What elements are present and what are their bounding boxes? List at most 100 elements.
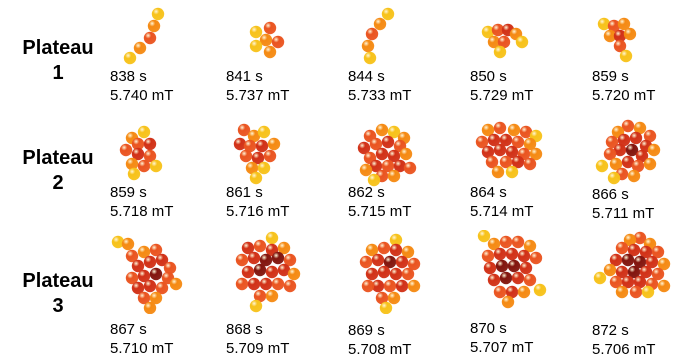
- orange-particle: [631, 159, 645, 173]
- light-orange-particle: [523, 239, 537, 253]
- yellow-particle: [533, 283, 547, 297]
- yellow-particle: [607, 171, 621, 185]
- yellow-particle: [249, 39, 263, 53]
- orange-particle: [237, 123, 251, 137]
- light-orange-particle: [615, 285, 629, 299]
- orange-particle: [383, 279, 397, 293]
- red-particle: [645, 255, 659, 269]
- red-particle: [255, 139, 269, 153]
- red-particle: [377, 265, 391, 279]
- orange-particle: [119, 143, 133, 157]
- light-orange-particle: [361, 39, 375, 53]
- red-particle: [613, 29, 627, 43]
- snapshot-field: 5.708 mT: [348, 341, 412, 358]
- light-orange-particle: [149, 291, 163, 305]
- red-particle: [639, 245, 653, 259]
- orange-particle: [481, 249, 495, 263]
- red-particle: [393, 159, 407, 173]
- orange-particle: [283, 279, 297, 293]
- particle-cluster: [477, 230, 547, 309]
- yellow-particle: [265, 231, 279, 245]
- light-orange-particle: [133, 41, 147, 55]
- light-orange-particle: [387, 169, 401, 183]
- snapshot-cell: 864 s 5.714 mT: [470, 118, 590, 236]
- plateau-1-label: Plateau 1: [8, 36, 108, 86]
- red-particle: [259, 277, 273, 291]
- yellow-particle: [149, 159, 163, 173]
- orange-particle: [651, 267, 665, 281]
- snapshot-time: 864 s: [470, 184, 507, 201]
- red-particle: [627, 243, 641, 257]
- red-particle: [511, 271, 525, 285]
- red-particle: [633, 275, 647, 289]
- plateau-label-number: 1: [52, 62, 64, 84]
- snapshot-cell: 868 s 5.709 mT: [226, 230, 346, 357]
- orange-particle: [643, 129, 657, 143]
- snapshot-time: 850 s: [470, 68, 507, 85]
- red-particle: [389, 243, 403, 257]
- snapshot-field: 5.706 mT: [592, 341, 656, 358]
- plateau-label-number: 2: [52, 172, 64, 194]
- orange-particle: [377, 241, 391, 255]
- red-particle: [137, 269, 151, 283]
- snapshot-field: 5.729 mT: [470, 87, 534, 104]
- red-particle: [493, 143, 507, 157]
- red-particle: [389, 267, 403, 281]
- dark-red-particle: [253, 263, 267, 277]
- snapshot-cell: 859 s 5.718 mT: [110, 118, 230, 236]
- red-particle: [357, 141, 371, 155]
- orange-particle: [283, 253, 297, 267]
- orange-particle: [499, 155, 513, 169]
- light-orange-particle: [487, 35, 501, 49]
- light-orange-particle: [529, 147, 543, 161]
- orange-particle: [497, 35, 511, 49]
- particle-cluster: [249, 21, 285, 59]
- snapshot-time: 844 s: [348, 68, 385, 85]
- snapshot-time: 866 s: [592, 186, 629, 203]
- light-orange-particle: [263, 45, 277, 59]
- particle-cluster: [597, 17, 637, 63]
- red-particle: [493, 247, 507, 261]
- plateau-label-word: Plateau: [22, 37, 94, 59]
- snapshot-time: 841 s: [226, 68, 263, 85]
- snapshot-field: 5.714 mT: [470, 203, 534, 220]
- snapshot-cell: 838 s 5.740 mT: [110, 4, 230, 122]
- orange-particle: [361, 279, 375, 293]
- snapshot-time: 859 s: [110, 184, 147, 201]
- snapshot-field: 5.733 mT: [348, 87, 412, 104]
- light-orange-particle: [623, 27, 637, 41]
- red-particle: [155, 253, 169, 267]
- snapshot-field: 5.737 mT: [226, 87, 290, 104]
- snapshot-time: 862 s: [348, 184, 385, 201]
- light-orange-particle: [399, 147, 413, 161]
- orange-particle: [475, 135, 489, 149]
- orange-particle: [485, 155, 499, 169]
- orange-particle: [519, 125, 533, 139]
- orange-particle: [125, 249, 139, 263]
- yellow-particle: [257, 161, 271, 175]
- light-orange-particle: [487, 237, 501, 251]
- red-particle: [505, 247, 519, 261]
- red-particle: [395, 255, 409, 269]
- snapshot-field: 5.718 mT: [110, 203, 174, 220]
- particle-cluster: [111, 235, 183, 314]
- red-particle: [241, 265, 255, 279]
- orange-particle: [155, 281, 169, 295]
- orange-particle: [615, 241, 629, 255]
- particle-cluster: [233, 123, 281, 185]
- orange-particle: [603, 147, 617, 161]
- light-orange-particle: [623, 233, 637, 247]
- yellow-particle: [597, 17, 611, 31]
- light-orange-particle: [401, 245, 415, 259]
- orange-particle: [621, 119, 635, 133]
- red-particle: [481, 145, 495, 159]
- snapshot-time: 867 s: [110, 321, 147, 338]
- light-orange-particle: [359, 163, 373, 177]
- red-particle: [241, 241, 255, 255]
- light-orange-particle: [267, 137, 281, 151]
- red-particle: [247, 251, 261, 265]
- yellow-particle: [387, 125, 401, 139]
- red-particle: [369, 159, 383, 173]
- snapshot-cell: 850 s 5.729 mT: [470, 4, 590, 122]
- red-particle: [487, 273, 501, 287]
